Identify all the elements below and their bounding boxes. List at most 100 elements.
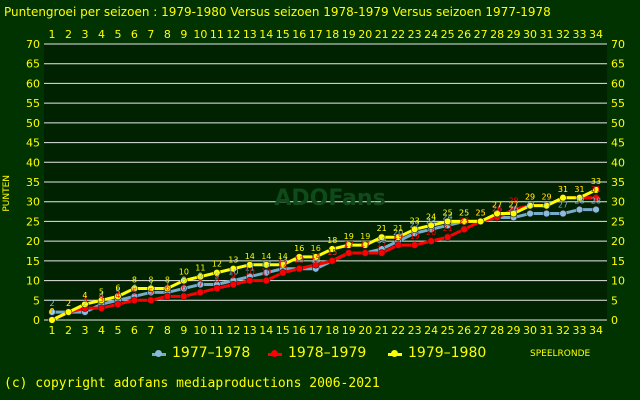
data-label: 15: [327, 248, 337, 257]
data-label: 22: [410, 220, 420, 229]
data-label: 24: [426, 212, 436, 221]
x-tick-label-bottom: 3: [81, 324, 88, 337]
data-label: 13: [228, 256, 238, 265]
data-label: 31: [574, 185, 584, 194]
data-label: 26: [492, 204, 502, 213]
data-point: [394, 233, 402, 241]
data-point: [410, 241, 419, 249]
y-tick-label-right: 5: [611, 294, 618, 307]
y-tick-label-left: 50: [26, 117, 40, 130]
x-tick-label-top: 29: [507, 28, 521, 41]
data-point: [559, 194, 567, 202]
data-point: [575, 194, 584, 202]
data-point: [130, 284, 139, 293]
x-tick-label-bottom: 8: [164, 324, 171, 337]
data-label: 17: [360, 240, 370, 249]
data-point: [279, 261, 287, 269]
data-label: 14: [311, 252, 321, 261]
data-label: 28: [591, 197, 601, 206]
x-tick-label-top: 21: [375, 28, 389, 41]
x-tick-label-top: 33: [573, 28, 587, 41]
x-tick-label-top: 17: [309, 28, 323, 41]
data-label: 11: [195, 264, 205, 273]
data-label: 8: [148, 275, 153, 284]
y-tick-label-left: 40: [26, 156, 40, 169]
data-point: [443, 217, 452, 226]
legend-marker: [271, 350, 278, 357]
data-label: 8: [132, 275, 137, 284]
data-point: [229, 280, 238, 289]
x-tick-label-top: 4: [98, 28, 105, 41]
data-label: 9: [231, 272, 236, 281]
data-label: 6: [165, 283, 170, 292]
data-label: 15: [327, 248, 337, 257]
data-label: 4: [99, 291, 104, 300]
data-label: 13: [311, 256, 321, 265]
data-point: [147, 284, 155, 293]
x-tick-label-bottom: 34: [589, 324, 603, 337]
data-point: [213, 268, 221, 277]
data-label: 10: [179, 268, 189, 277]
x-tick-label-bottom: 21: [375, 324, 389, 337]
data-label: 25: [476, 208, 486, 217]
data-point: [262, 261, 271, 269]
data-label: 21: [377, 224, 387, 233]
x-tick-label-bottom: 9: [180, 324, 187, 337]
data-point: [345, 241, 353, 249]
x-tick-label-bottom: 1: [49, 324, 56, 337]
x-tick-label-top: 24: [424, 28, 438, 41]
data-label: 27: [508, 201, 518, 210]
data-label: 26: [492, 204, 502, 213]
data-point: [279, 268, 287, 277]
x-tick-label-top: 28: [490, 28, 504, 41]
data-point: [394, 241, 402, 249]
data-label: 4: [115, 291, 120, 300]
y-tick-label-right: 45: [611, 137, 625, 150]
data-label: 2: [66, 299, 71, 308]
y-tick-label-right: 30: [611, 196, 625, 209]
data-label: 23: [410, 216, 420, 225]
data-point: [114, 300, 122, 308]
x-tick-label-bottom: 20: [358, 324, 372, 337]
data-point: [180, 284, 188, 293]
series-line: [52, 208, 596, 314]
data-label: 14: [261, 252, 271, 261]
x-tick-label-bottom: 29: [507, 324, 521, 337]
data-point: [328, 245, 336, 253]
x-tick-label-top: 27: [474, 28, 488, 41]
legend-label: 1977–1978: [172, 345, 251, 361]
data-label: 18: [377, 236, 387, 245]
x-tick-label-top: 31: [540, 28, 554, 41]
data-label: 29: [541, 193, 551, 202]
data-point: [229, 265, 238, 273]
data-point: [443, 233, 452, 241]
data-point: [114, 292, 122, 301]
data-label: 5: [148, 287, 153, 296]
series-1979–1980: [48, 186, 600, 324]
data-point: [377, 233, 386, 241]
data-label: 3: [82, 295, 87, 304]
data-label: 5: [99, 287, 104, 296]
data-label: 8: [214, 275, 219, 284]
data-point: [361, 241, 369, 249]
x-tick-label-bottom: 7: [147, 324, 154, 337]
x-tick-label-top: 6: [131, 28, 138, 41]
x-tick-label-bottom: 6: [131, 324, 138, 337]
y-tick-label-left: 35: [26, 176, 40, 189]
y-tick-label-right: 60: [611, 77, 625, 90]
x-tick-label-bottom: 5: [114, 324, 121, 337]
data-point: [460, 217, 468, 226]
data-label: 5: [132, 287, 137, 296]
legend-marker: [391, 350, 398, 357]
data-label: 28: [574, 197, 584, 206]
x-tick-label-top: 10: [193, 28, 207, 41]
data-label: 8: [165, 275, 170, 284]
data-point: [295, 265, 303, 273]
copyright-text: (c) copyright adofans mediaproductions 2…: [4, 376, 380, 391]
x-tick-label-top: 12: [226, 28, 240, 41]
data-label: 25: [443, 208, 453, 217]
